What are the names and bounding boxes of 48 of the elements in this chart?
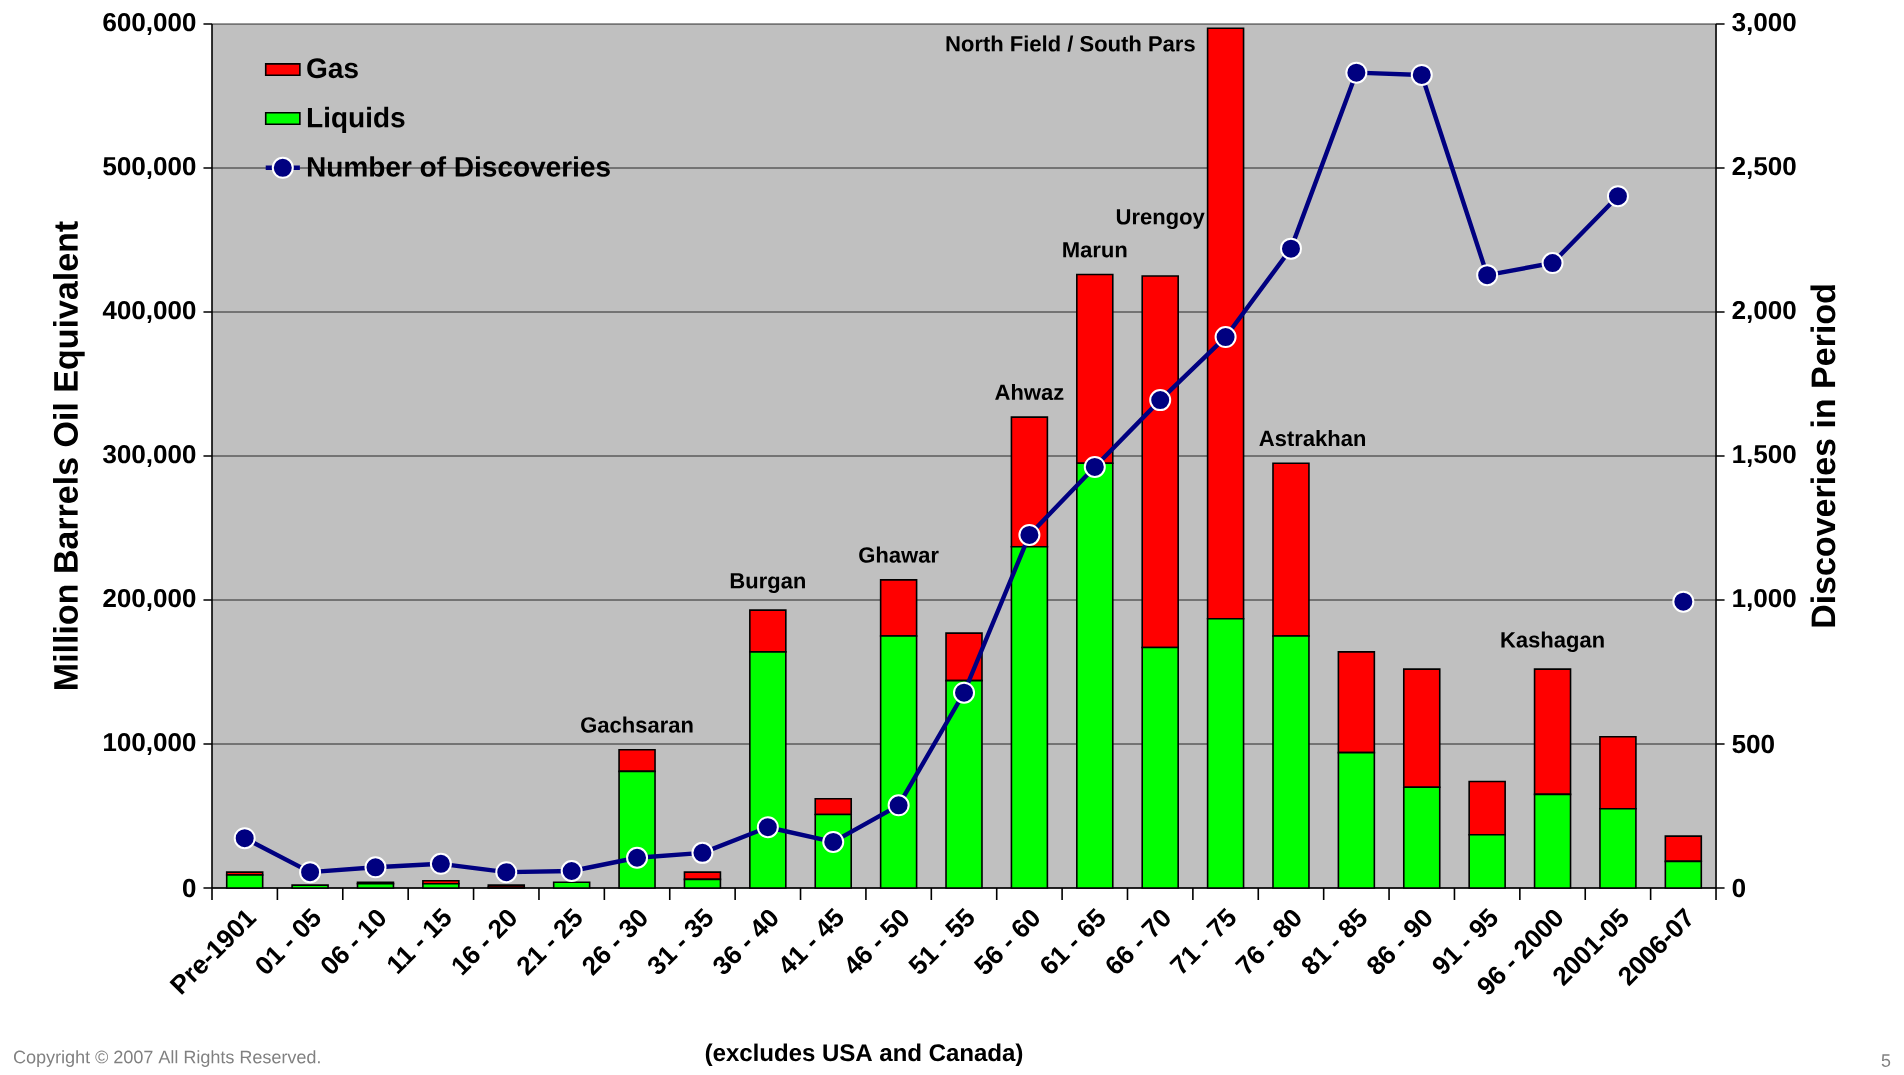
y-tick-label: 200,000: [103, 588, 196, 612]
y-tick-label: 400,000: [102, 300, 196, 324]
x-tick-label: 46 - 50: [847, 909, 909, 974]
annotation: North Field / South Pars: [946, 35, 1195, 52]
x-tick-label: 01 - 05: [256, 908, 321, 974]
x-tick-label: 51 - 55: [908, 907, 974, 974]
x-tick-label: 71 - 75: [1169, 907, 1236, 974]
legend-label: Number of Discoveries: [307, 156, 610, 177]
annotation: Astrakhan: [1259, 429, 1366, 447]
legend-label: Liquids: [307, 106, 405, 133]
y2-tick-label: 2,500: [1732, 156, 1796, 180]
annotation: Kashagan: [1501, 631, 1604, 653]
x-tick-label: 36 - 40: [713, 909, 778, 975]
y2-tick-label: 500: [1732, 734, 1774, 754]
y-axis-title: Million Barrels Oil Equivalent: [53, 221, 85, 689]
annotation: Burgan: [730, 573, 805, 594]
y-tick-label: 300,000: [103, 444, 196, 468]
y-tick-label: 500,000: [103, 156, 196, 180]
x-tick-label: 06 - 10: [321, 909, 386, 974]
x-tick-label: 66 - 70: [1106, 909, 1170, 974]
x-tick-label: 86 - 90: [1367, 909, 1432, 975]
x-tick-label: 26 - 30: [582, 909, 647, 976]
annotation: Urengoy: [1116, 209, 1205, 229]
y2-tick-label: 0: [1732, 878, 1746, 898]
legend-label: Gas: [307, 58, 358, 79]
x-tick-label: 16 - 20: [452, 909, 516, 976]
y2-tick-label: 3,000: [1732, 12, 1796, 36]
y2-tick-label: 1,500: [1733, 444, 1796, 468]
x-tick-label: 21 - 25: [517, 908, 582, 976]
annotation: Ahwaz: [995, 383, 1064, 401]
y-tick-label: 0: [182, 878, 196, 898]
text: Copyright © 2007 All Rights Reserved.: [13, 1050, 320, 1067]
annotation: Gachsaran: [581, 716, 693, 733]
x-tick-label: 11 - 15: [387, 907, 451, 975]
y-tick-label: 100,000: [104, 732, 196, 756]
y2-tick-label: 1,000: [1733, 588, 1796, 612]
y2-axis-title: Discoveries in Period: [1810, 285, 1836, 627]
x-tick-label: 81 - 85: [1302, 908, 1367, 975]
x-tick-label: 61 - 65: [1041, 908, 1105, 974]
y-tick-label: 600,000: [103, 12, 196, 36]
annotation: Ghawar: [859, 546, 939, 563]
x-tick-label: 56 - 60: [973, 909, 1040, 974]
x-tick-label: 31 - 35: [648, 908, 713, 975]
y2-tick-label: 2,000: [1732, 300, 1796, 324]
text: (excludes USA and Canada): [705, 1043, 1023, 1066]
annotation: Marun: [1063, 242, 1127, 258]
text: 5: [1881, 1054, 1891, 1067]
x-tick-label: 41 - 45: [781, 907, 844, 974]
